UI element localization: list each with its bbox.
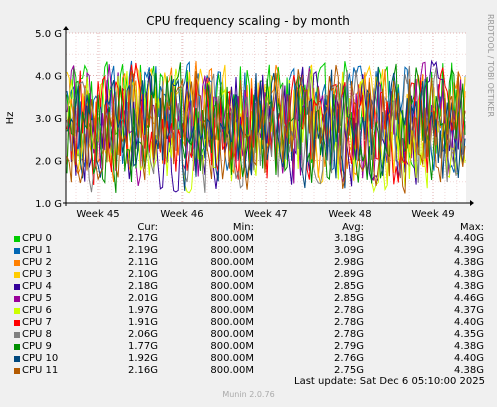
rrdtool-label: RRDTOOL / TOBI OETIKER — [486, 14, 495, 117]
x-tick-label: Week 48 — [328, 209, 371, 220]
series-line-cpu-9 — [66, 62, 466, 193]
series-line-cpu-10 — [66, 67, 466, 192]
y-tick-label: 4.0 G — [35, 72, 62, 83]
munin-version: Munin 2.0.76 — [222, 390, 275, 399]
x-tick-label: Week 46 — [160, 209, 203, 220]
y-tick-label: 5.0 G — [35, 29, 62, 40]
x-tick-labels: Week 45 Week 46 Week 47 Week 48 Week 49 — [76, 209, 454, 220]
y-tick-label: 3.0 G — [35, 114, 62, 125]
chart-title: CPU frequency scaling - by month — [146, 14, 350, 28]
y-tick-labels: 1.0 G 2.0 G 3.0 G 4.0 G 5.0 G — [35, 29, 62, 210]
last-update: Last update: Sat Dec 6 05:10:00 2025 — [294, 376, 485, 387]
x-tick-label: Week 47 — [244, 209, 287, 220]
y-tick-label: 1.0 G — [35, 199, 62, 210]
x-axis-arrow — [470, 200, 474, 206]
x-tick-label: Week 45 — [76, 209, 119, 220]
series-line-cpu-11 — [66, 64, 466, 194]
x-tick-label: Week 49 — [411, 209, 454, 220]
series-line-cpu-7 — [66, 62, 466, 186]
series-lines — [66, 59, 466, 194]
y-axis-label: Hz — [5, 112, 16, 125]
y-axis-arrow — [63, 26, 69, 30]
y-tick-label: 2.0 G — [35, 157, 62, 168]
